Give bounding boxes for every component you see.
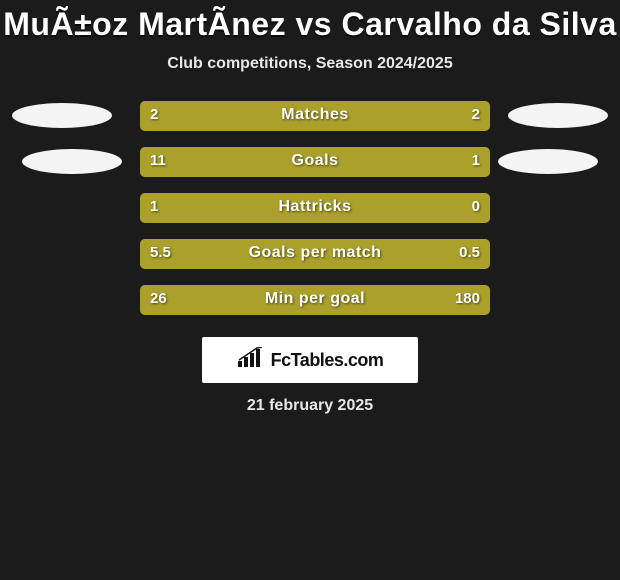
stat-value-left: 1 [150,198,158,215]
bar-track: 5.50.5Goals per match [140,239,490,269]
bar-fill-right [210,285,490,315]
comparison-rows: 22Matches111Goals10Hattricks5.50.5Goals … [0,101,620,315]
stat-value-left: 26 [150,290,167,307]
bar-track: 22Matches [140,101,490,131]
footer-logo[interactable]: FcTables.com [202,337,418,383]
stat-row: 10Hattricks [0,193,620,223]
bar-fill-left [140,193,490,223]
stat-value-right: 0.5 [459,244,480,261]
bar-track: 111Goals [140,147,490,177]
stat-value-right: 2 [472,106,480,123]
stat-value-right: 1 [472,152,480,169]
bar-fill-left [140,239,438,269]
stat-value-left: 5.5 [150,244,171,261]
bar-track: 10Hattricks [140,193,490,223]
stat-row: 111Goals [0,147,620,177]
stat-value-left: 2 [150,106,158,123]
bar-track: 26180Min per goal [140,285,490,315]
subtitle: Club competitions, Season 2024/2025 [0,55,620,73]
stat-value-left: 11 [150,152,166,169]
stat-row: 26180Min per goal [0,285,620,315]
date-text: 21 february 2025 [0,397,620,415]
bar-fill-right [315,101,490,131]
logo-text: FcTables.com [271,350,384,371]
player-avatar-left [22,149,122,174]
player-avatar-right [498,149,598,174]
player-avatar-left [12,103,112,128]
bar-fill-left [140,147,403,177]
stat-value-right: 180 [455,290,480,307]
stat-row: 5.50.5Goals per match [0,239,620,269]
stat-value-right: 0 [472,198,480,215]
bars-chart-icon [237,347,265,374]
player-avatar-right [508,103,608,128]
bar-fill-left [140,101,315,131]
page-title: MuÃ±oz MartÃnez vs Carvalho da Silva [0,0,620,43]
stat-row: 22Matches [0,101,620,131]
